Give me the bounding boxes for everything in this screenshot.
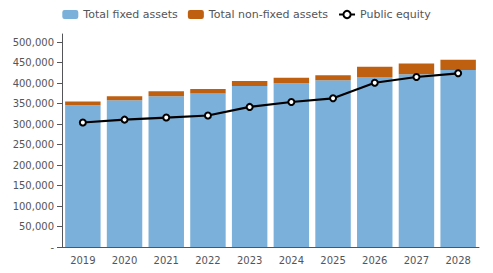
svg-text:50,000: 50,000 <box>19 221 54 232</box>
svg-text:-: - <box>50 242 54 253</box>
svg-text:450,000: 450,000 <box>13 57 54 68</box>
svg-text:Total non-fixed assets: Total non-fixed assets <box>208 8 328 21</box>
svg-text:150,000: 150,000 <box>13 180 54 191</box>
svg-text:200,000: 200,000 <box>13 160 54 171</box>
svg-text:250,000: 250,000 <box>13 139 54 150</box>
svg-text:2021: 2021 <box>154 255 179 266</box>
svg-text:300,000: 300,000 <box>13 119 54 130</box>
svg-text:2026: 2026 <box>362 255 387 266</box>
svg-text:2020: 2020 <box>112 255 137 266</box>
svg-text:Total fixed assets: Total fixed assets <box>82 8 178 21</box>
svg-text:2027: 2027 <box>404 255 429 266</box>
svg-text:500,000: 500,000 <box>13 37 54 48</box>
svg-text:2019: 2019 <box>70 255 95 266</box>
svg-text:2028: 2028 <box>445 255 470 266</box>
svg-text:2023: 2023 <box>237 255 262 266</box>
svg-text:Public equity: Public equity <box>360 8 431 21</box>
svg-text:2024: 2024 <box>279 255 304 266</box>
svg-text:100,000: 100,000 <box>13 201 54 212</box>
svg-text:2022: 2022 <box>195 255 220 266</box>
svg-text:2025: 2025 <box>320 255 345 266</box>
svg-text:350,000: 350,000 <box>13 98 54 109</box>
svg-text:400,000: 400,000 <box>13 78 54 89</box>
